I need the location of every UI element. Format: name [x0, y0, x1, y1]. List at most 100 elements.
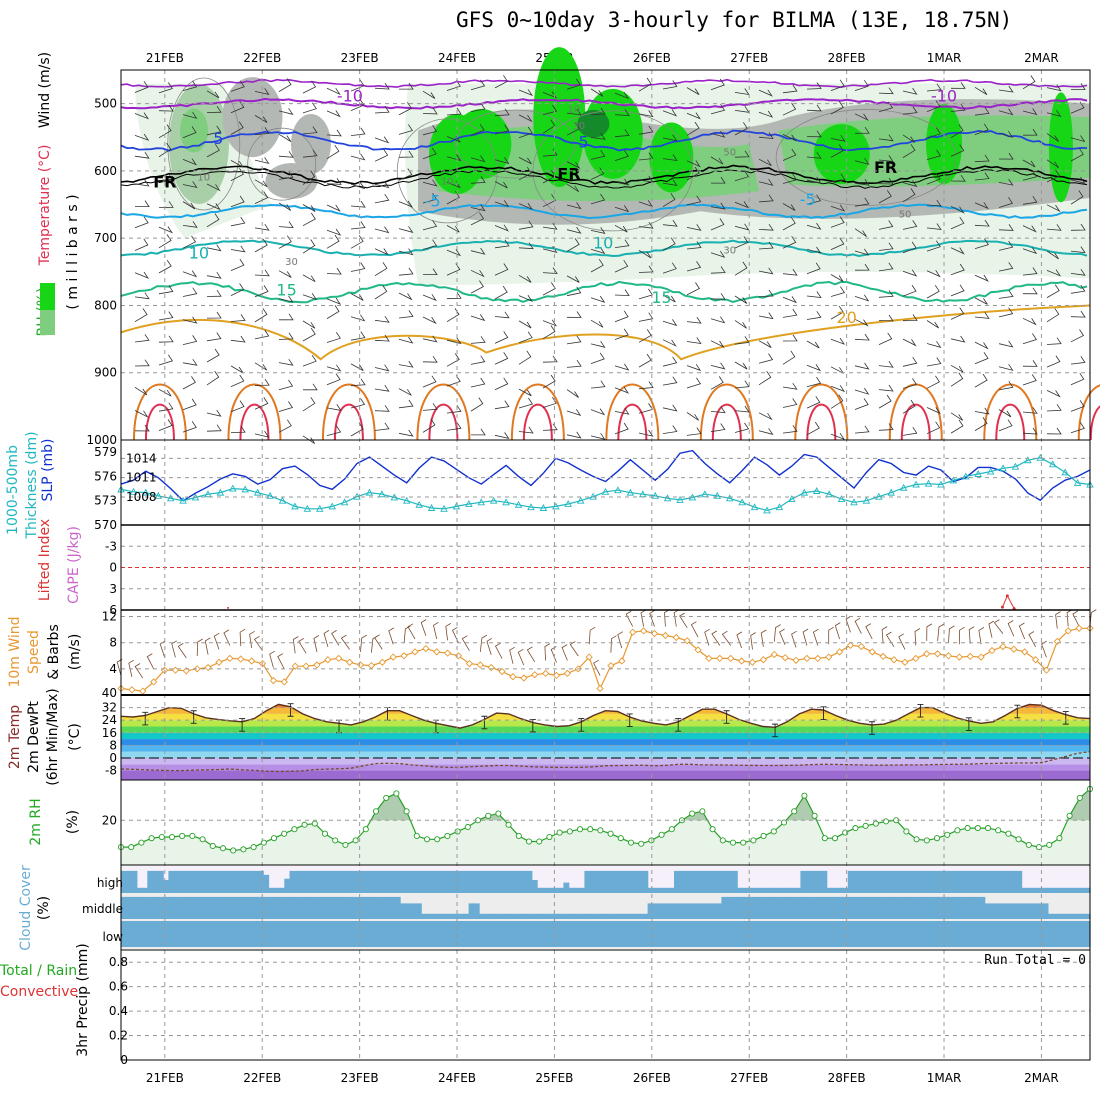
cloud-bar	[136, 887, 143, 893]
wind-barb	[494, 432, 510, 440]
y-tick-label: 3	[109, 582, 117, 596]
cloud-bar	[768, 896, 775, 919]
cloud-bar	[305, 896, 312, 919]
wind-barb	[926, 284, 940, 299]
wind-barb	[926, 172, 941, 185]
wind-barb	[902, 106, 918, 115]
wind-barb	[446, 107, 462, 116]
wind-barb	[710, 406, 726, 414]
wind-barb	[374, 634, 383, 650]
cloud-bar	[467, 921, 473, 947]
wind-barb	[1022, 108, 1038, 116]
cloud-bar	[1074, 887, 1081, 893]
wind-barb	[758, 370, 772, 386]
wind-barb	[686, 121, 700, 136]
wind-barb	[950, 103, 966, 112]
cloud-bar	[547, 913, 554, 919]
wind-barb	[974, 172, 990, 181]
wind-barb	[182, 80, 198, 91]
panel-frame	[120, 609, 1091, 696]
wind-barb	[782, 102, 797, 116]
wind-barb	[206, 424, 222, 432]
wind-barb	[374, 105, 390, 114]
wind-barb	[878, 87, 894, 95]
cloud-bar	[174, 921, 181, 947]
cloud-bar	[360, 921, 367, 947]
temp-whisker	[626, 713, 633, 727]
cloud-bar	[376, 921, 383, 947]
cloud-bar	[1068, 887, 1075, 893]
rh2m-point	[944, 831, 951, 838]
wind-barb	[182, 201, 196, 210]
wind-barb	[902, 399, 916, 414]
cloud-bar	[994, 921, 1001, 947]
cloud-bar	[770, 921, 777, 947]
wind-barb	[196, 638, 203, 657]
isotherm-line	[900, 403, 931, 441]
wind-barb	[1070, 268, 1086, 276]
cloud-bar	[400, 903, 406, 919]
wind-barb	[590, 352, 605, 364]
cloud-bar	[868, 870, 875, 893]
cloud-bar	[542, 913, 549, 919]
cloud-bar	[742, 887, 749, 893]
wind-barb	[998, 262, 1014, 272]
rh2m-point	[1076, 794, 1083, 801]
rh2m-point	[158, 833, 165, 841]
thickness-tick-label: 573	[94, 494, 117, 508]
wind-barb	[254, 238, 268, 253]
wind-barb	[590, 319, 604, 328]
contour-label: 50	[723, 147, 736, 158]
cloud-bar	[637, 921, 644, 947]
cloud-bar	[429, 921, 436, 947]
cloud-bar	[568, 921, 575, 947]
cloud-bar	[431, 870, 438, 893]
wind-barb	[834, 622, 841, 640]
cloud-bar	[774, 887, 780, 893]
cloud-bar	[737, 887, 744, 893]
wind-barb	[926, 320, 940, 329]
wind-barb	[422, 418, 436, 433]
wind-barb	[403, 625, 411, 643]
wind-barb	[662, 262, 677, 274]
wind-barb	[782, 382, 798, 390]
minmax-axis-label: (6hr Min/Max)	[45, 688, 61, 785]
y-tick-label: 24	[102, 713, 117, 727]
wind-barb	[182, 398, 197, 411]
rh2m-point	[699, 808, 706, 815]
wind-barb	[470, 247, 486, 255]
cloud-bar	[389, 870, 396, 893]
cloud-bar	[758, 887, 765, 893]
cloud-bar	[889, 896, 896, 919]
wind-speed-point	[672, 633, 680, 642]
cloud-bar	[516, 870, 522, 893]
wind-barb	[542, 282, 556, 296]
cloud-bar	[389, 896, 396, 919]
wind-barb	[662, 109, 678, 117]
cloud-bar	[821, 896, 828, 919]
y-tick-label: 40	[102, 686, 117, 700]
cloud-bar	[968, 870, 975, 893]
rh2m-point	[760, 832, 767, 839]
wind-barb	[326, 178, 342, 185]
cloud-bar	[595, 913, 601, 919]
cloud-bar	[489, 913, 496, 919]
wind-barb	[326, 144, 340, 160]
wind-barb	[902, 188, 916, 203]
wind-barb	[686, 160, 701, 168]
cloud-bar	[221, 896, 227, 919]
date-labels-bottom: 21FEB 22FEB 23FEB 24FEB 25FEB 26FEB 27FEB 28FEB…	[146, 1071, 1059, 1085]
wind-speed-point	[814, 654, 822, 663]
cloud-bar	[1047, 913, 1054, 919]
contour-label: FR	[557, 165, 580, 184]
wind-barb	[974, 107, 990, 116]
cloud-bar	[647, 887, 654, 893]
cloud-bar	[594, 921, 601, 947]
contour-label: -5	[800, 190, 816, 209]
wind-speed-point	[792, 656, 800, 664]
wind-barb	[374, 226, 390, 234]
cloud-bar	[754, 921, 761, 947]
wind-barb	[878, 394, 892, 409]
cloud-bar	[810, 896, 817, 919]
rh-region	[222, 77, 283, 158]
